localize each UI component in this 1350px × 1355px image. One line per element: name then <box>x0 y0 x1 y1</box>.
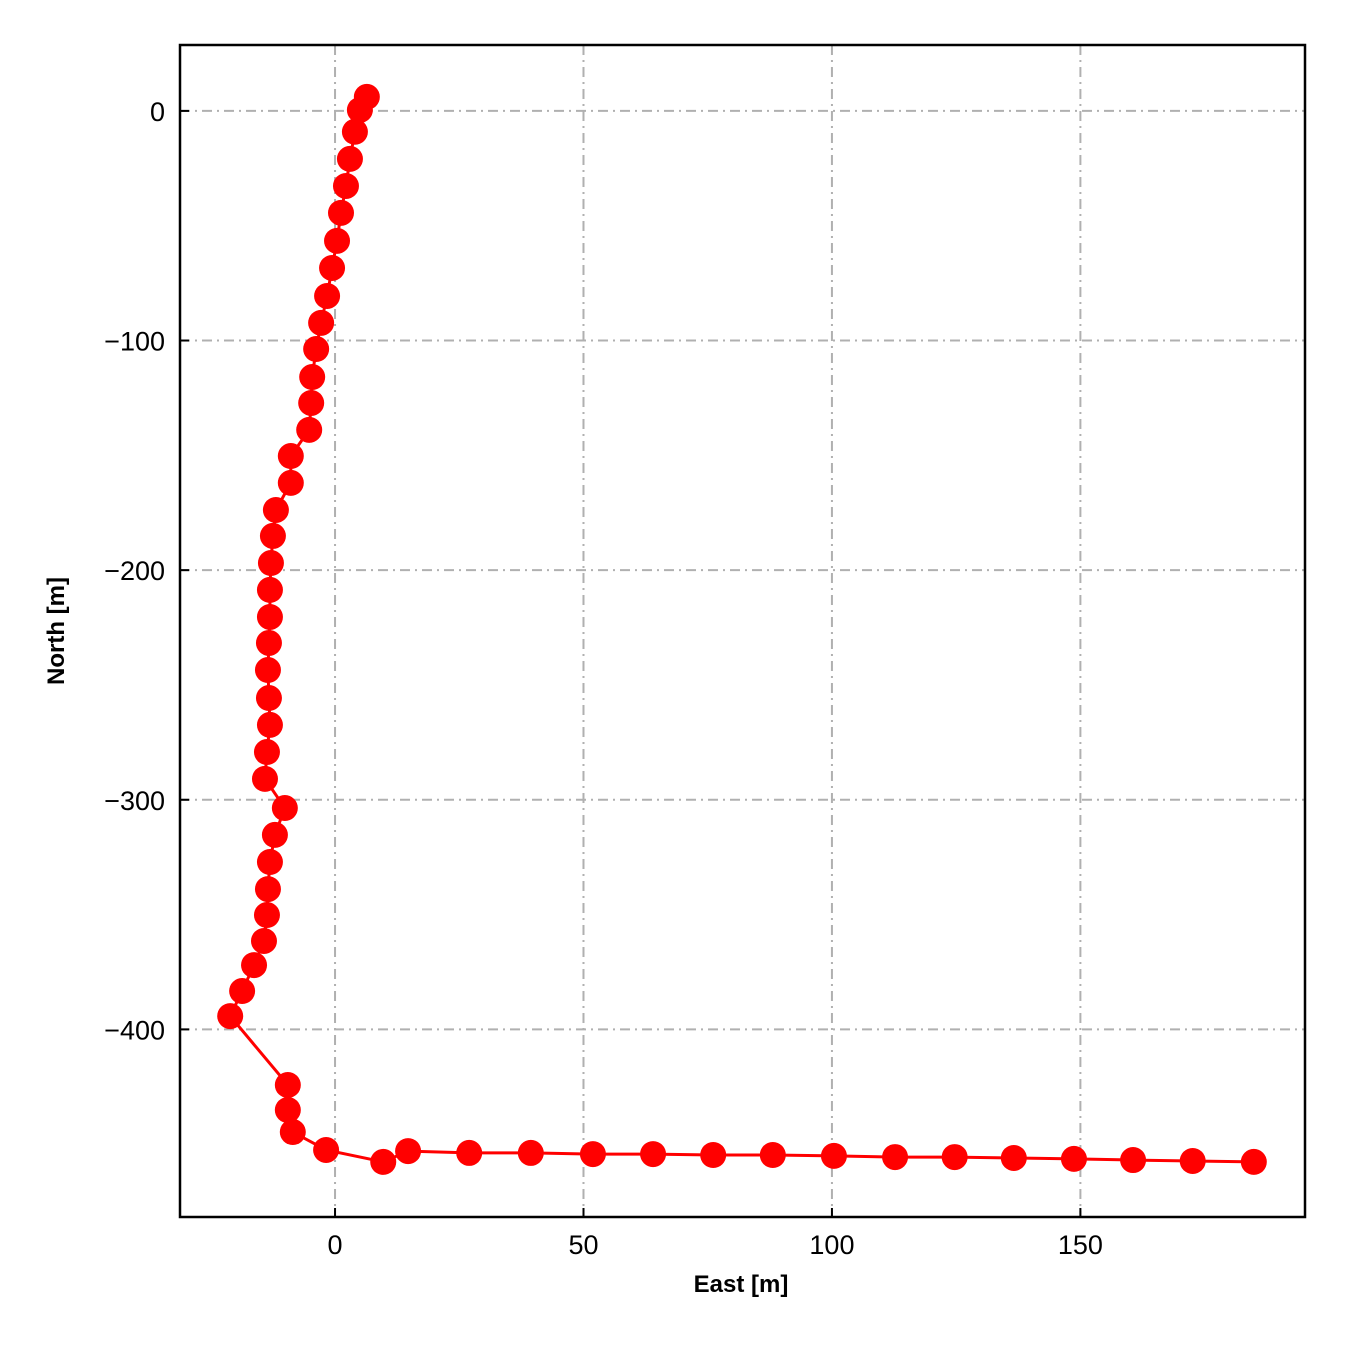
marker <box>319 254 346 281</box>
marker <box>241 952 268 979</box>
marker <box>299 364 326 391</box>
marker <box>395 1138 422 1165</box>
marker <box>332 172 359 199</box>
marker <box>336 145 363 172</box>
marker <box>314 282 341 309</box>
marker <box>254 876 281 903</box>
y-tick-label: −100 <box>104 327 165 357</box>
marker <box>1000 1144 1027 1171</box>
plot-frame <box>178 43 1307 1219</box>
marker <box>456 1139 483 1166</box>
marker <box>253 739 280 766</box>
marker <box>256 711 283 738</box>
y-tick-label: −300 <box>104 786 165 816</box>
marker <box>271 795 298 822</box>
marker <box>259 522 286 549</box>
marker <box>256 849 283 876</box>
x-tick-label: 150 <box>1058 1230 1103 1260</box>
y-axis-label: North [m] <box>43 577 70 685</box>
marker <box>277 469 304 496</box>
marker <box>1120 1147 1147 1174</box>
marker <box>256 603 283 630</box>
marker <box>253 902 280 929</box>
marker <box>1179 1147 1206 1174</box>
marker <box>262 496 289 523</box>
marker <box>941 1144 968 1171</box>
marker <box>308 309 335 336</box>
marker <box>700 1142 727 1169</box>
marker <box>261 821 288 848</box>
marker <box>250 927 277 954</box>
marker <box>298 389 325 416</box>
marker <box>217 1003 244 1030</box>
x-axis-label: East [m] <box>694 1271 789 1298</box>
marker <box>303 336 330 363</box>
marker <box>229 978 256 1005</box>
x-tick-label: 0 <box>328 1230 343 1260</box>
marker <box>517 1139 544 1166</box>
marker <box>1240 1148 1267 1175</box>
marker <box>296 416 323 443</box>
y-tick-label: −400 <box>104 1015 165 1045</box>
marker <box>257 550 284 577</box>
marker <box>640 1141 667 1168</box>
marker <box>274 1096 301 1123</box>
marker <box>882 1144 909 1171</box>
marker <box>274 1071 301 1098</box>
marker <box>256 576 283 603</box>
y-tick-label: −200 <box>104 556 165 586</box>
marker <box>277 443 304 470</box>
marker <box>341 118 368 145</box>
marker <box>327 199 354 226</box>
marker <box>759 1142 786 1169</box>
marker <box>255 685 282 712</box>
y-tick-label: 0 <box>150 97 165 127</box>
marker <box>370 1148 397 1175</box>
marker <box>346 96 373 123</box>
marker <box>251 765 278 792</box>
marker <box>313 1136 340 1163</box>
x-tick-label: 100 <box>809 1230 854 1260</box>
marker <box>820 1142 847 1169</box>
marker <box>279 1119 306 1146</box>
x-tick-label: 50 <box>568 1230 598 1260</box>
marker <box>1060 1145 1087 1172</box>
marker <box>255 629 282 656</box>
marker <box>324 227 351 254</box>
marker <box>254 657 281 684</box>
marker <box>579 1141 606 1168</box>
series-line <box>228 96 1254 1164</box>
